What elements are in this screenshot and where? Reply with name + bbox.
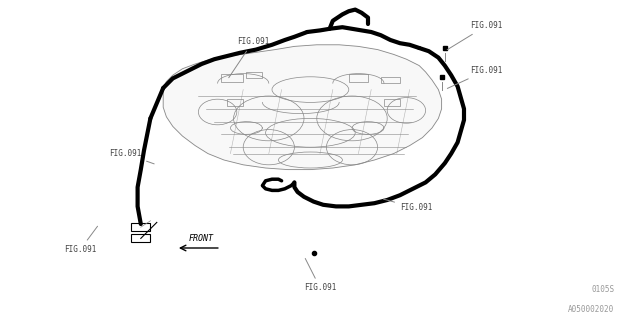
Text: FIG.091: FIG.091	[447, 21, 503, 50]
Text: FIG.091: FIG.091	[228, 37, 269, 78]
Text: FIG.091: FIG.091	[304, 259, 337, 292]
Text: A050002020: A050002020	[568, 305, 614, 314]
Text: FIG.091: FIG.091	[64, 226, 97, 254]
Text: FIG.091: FIG.091	[447, 66, 503, 88]
Bar	[131, 223, 150, 231]
Text: FIG.091: FIG.091	[383, 199, 433, 212]
Text: FIG.091: FIG.091	[109, 149, 154, 164]
Polygon shape	[163, 45, 442, 170]
Text: FRONT: FRONT	[189, 234, 214, 243]
Text: 0105S: 0105S	[591, 285, 614, 294]
Bar	[131, 234, 150, 242]
